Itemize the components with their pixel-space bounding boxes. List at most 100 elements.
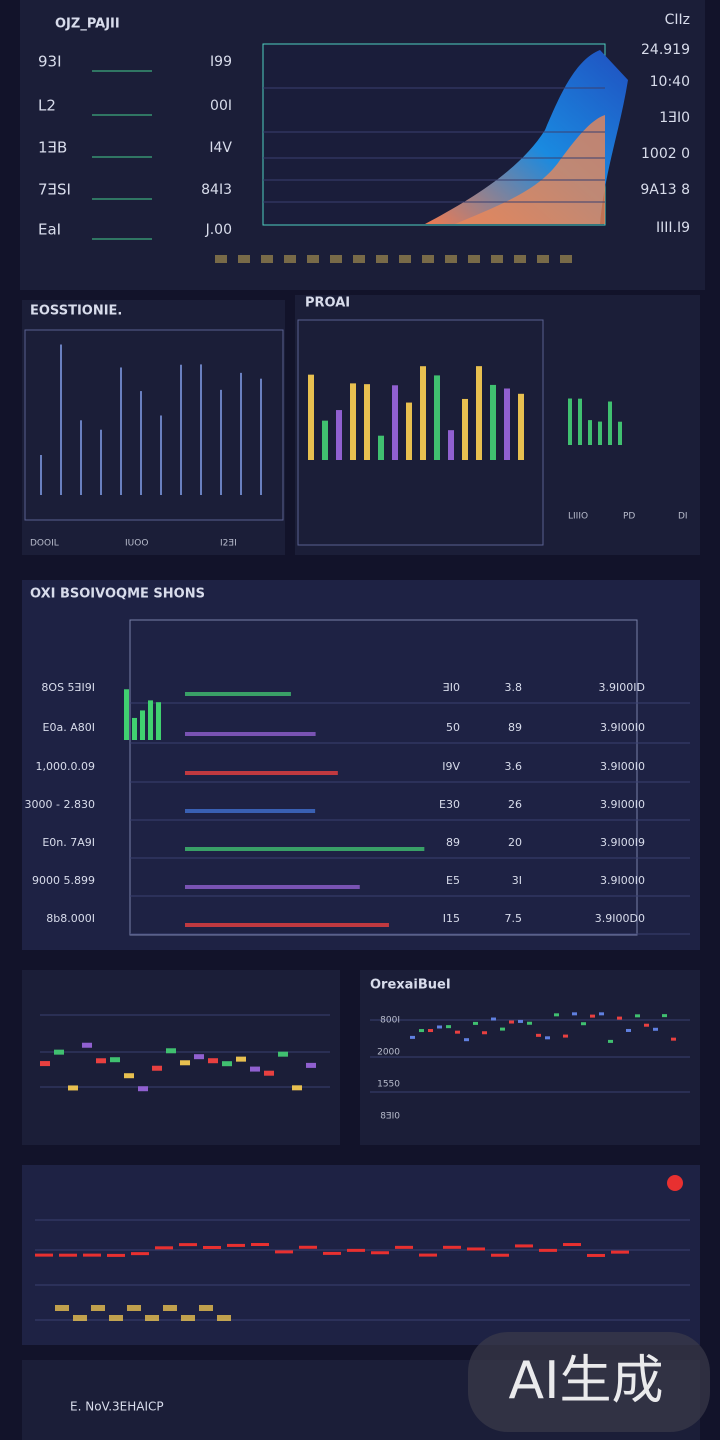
decor (35, 1253, 53, 1257)
cell: E0a. A80I (43, 721, 95, 734)
side-label: 1002 0 (641, 146, 690, 162)
decor (54, 1049, 64, 1055)
decor (284, 255, 296, 263)
decor (448, 430, 454, 460)
cell: 1,000.0.09 (36, 760, 95, 773)
decor (185, 885, 360, 889)
decor (275, 1250, 293, 1254)
cell: 3000 - 2.830 (25, 798, 95, 811)
decor (476, 366, 482, 460)
decor (40, 1061, 50, 1067)
decor (107, 1253, 125, 1257)
decor (330, 255, 342, 263)
footer-label: I2ƎI (220, 539, 237, 549)
side-label: 1ƎI0 (659, 110, 690, 126)
decor (468, 255, 480, 263)
side-label: IIII.I9 (656, 220, 690, 236)
decor (208, 1058, 218, 1064)
row-value: 84I3 (201, 182, 232, 198)
decor (60, 344, 62, 495)
watermark: AI生成 (509, 1351, 664, 1411)
panel-title: PROAI (305, 296, 350, 311)
decor (40, 454, 42, 495)
decor (92, 238, 152, 240)
cell: E0n. 7A9I (42, 836, 95, 849)
decor (410, 1035, 415, 1039)
decor (445, 255, 457, 263)
decor (185, 923, 389, 927)
decor (420, 366, 426, 460)
footer-label: LIIIO (568, 512, 588, 522)
decor (518, 1019, 523, 1023)
decor (307, 255, 319, 263)
decor (200, 364, 202, 495)
decor (578, 398, 582, 445)
side-label: 24.919 (641, 42, 690, 58)
decor (568, 398, 572, 445)
decor (581, 1022, 586, 1026)
decor (59, 1253, 77, 1257)
decor (455, 1030, 460, 1034)
decor (55, 1305, 69, 1311)
side-label: 10:40 (650, 74, 690, 90)
row-label: EaI (38, 221, 61, 239)
decor (518, 393, 524, 460)
decor (482, 1031, 487, 1035)
decor (179, 1243, 197, 1247)
decor (238, 255, 250, 263)
decor (537, 255, 549, 263)
decor (299, 1245, 317, 1249)
decor (353, 255, 365, 263)
panel (295, 295, 700, 555)
cell: 50 (446, 721, 460, 734)
footer-label: PD (623, 512, 635, 522)
decor (203, 1245, 221, 1249)
decor (563, 1243, 581, 1247)
decor (336, 410, 342, 460)
chart-frame (24, 329, 284, 521)
decor (491, 1253, 509, 1257)
decor (92, 70, 152, 72)
row-value: I99 (210, 54, 232, 70)
decor (653, 1027, 658, 1031)
decor (462, 398, 468, 460)
chart-frame (297, 319, 544, 546)
decor (509, 1020, 514, 1024)
decor (240, 372, 242, 495)
decor (166, 1048, 176, 1054)
decor (109, 1315, 123, 1321)
cell: ƎI0 (443, 681, 460, 694)
decor (199, 1305, 213, 1311)
cell: 3.9I00I0 (600, 760, 645, 773)
decor (350, 383, 356, 460)
decor (73, 1315, 87, 1321)
cell: 3.8 (505, 681, 523, 694)
decor (278, 1051, 288, 1057)
illustration (455, 115, 605, 224)
panel (22, 580, 700, 950)
decor (323, 1251, 341, 1255)
decor (599, 1012, 604, 1016)
decor (138, 1086, 148, 1092)
decor (554, 1013, 559, 1017)
decor (617, 1016, 622, 1020)
decor (124, 689, 129, 740)
decor (608, 1039, 613, 1043)
decor (306, 1062, 316, 1068)
decor (222, 1061, 232, 1067)
cell: E30 (439, 798, 460, 811)
cell: E5 (446, 874, 460, 887)
cell: I15 (443, 912, 460, 925)
decor (308, 374, 314, 460)
axis-label: 1550 (377, 1080, 400, 1090)
row-value: J.00 (205, 222, 232, 238)
decor (83, 1253, 101, 1257)
decor (491, 1017, 496, 1021)
decor (473, 1021, 478, 1025)
decor (464, 1038, 469, 1042)
decor (92, 198, 152, 200)
decor (644, 1023, 649, 1027)
cell: I9V (442, 760, 460, 773)
cell: 8OS 5ƎI9I (41, 681, 95, 694)
